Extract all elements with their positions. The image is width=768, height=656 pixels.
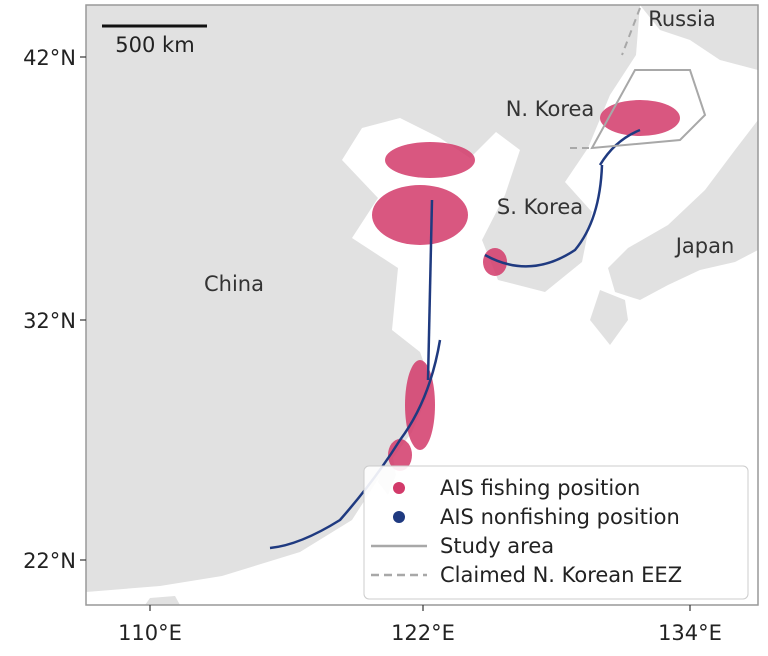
nonfishing-track (426, 199, 434, 381)
fishing-cluster (600, 100, 680, 136)
lon-tick-label: 110°E (118, 621, 182, 645)
mainland (86, 5, 640, 592)
fishing-cluster (385, 142, 475, 178)
nonfishing-track (598, 128, 641, 166)
place-label: Japan (674, 234, 735, 258)
place-label: China (204, 272, 264, 296)
nonfishing-track (484, 164, 604, 268)
place-label: Russia (648, 7, 716, 31)
fishing-cluster (388, 439, 412, 471)
lat-tick-label: 42°N (23, 46, 76, 70)
nonfishing-activity (269, 128, 641, 550)
legend-label: Claimed N. Korean EEZ (440, 563, 682, 587)
hainan (145, 596, 180, 605)
lat-tick-label: 22°N (23, 549, 76, 573)
place-label: S. Korea (497, 195, 583, 219)
legend-marker (393, 482, 405, 494)
legend-box (363, 465, 749, 600)
lon-tick-label: 134°E (658, 621, 722, 645)
lon-tick-label: 122°E (391, 621, 455, 645)
legend: AIS fishing position AIS nonfishing posit… (363, 465, 749, 600)
legend-label: AIS nonfishing position (440, 505, 680, 529)
scale-bar-label: 500 km (115, 33, 194, 57)
fishing-cluster (372, 185, 468, 245)
legend-label: Study area (440, 534, 554, 558)
japan (590, 120, 758, 345)
eez-boundary (570, 7, 641, 149)
map-frame (85, 4, 759, 606)
lat-tick-label: 32°N (23, 309, 76, 333)
place-label: N. Korea (506, 97, 595, 121)
fishing-cluster (483, 248, 507, 276)
study-area (590, 69, 707, 150)
legend-label: AIS fishing position (440, 476, 640, 500)
russia-land (640, 5, 758, 70)
legend-marker (393, 511, 405, 523)
fishing-activity (372, 100, 680, 471)
